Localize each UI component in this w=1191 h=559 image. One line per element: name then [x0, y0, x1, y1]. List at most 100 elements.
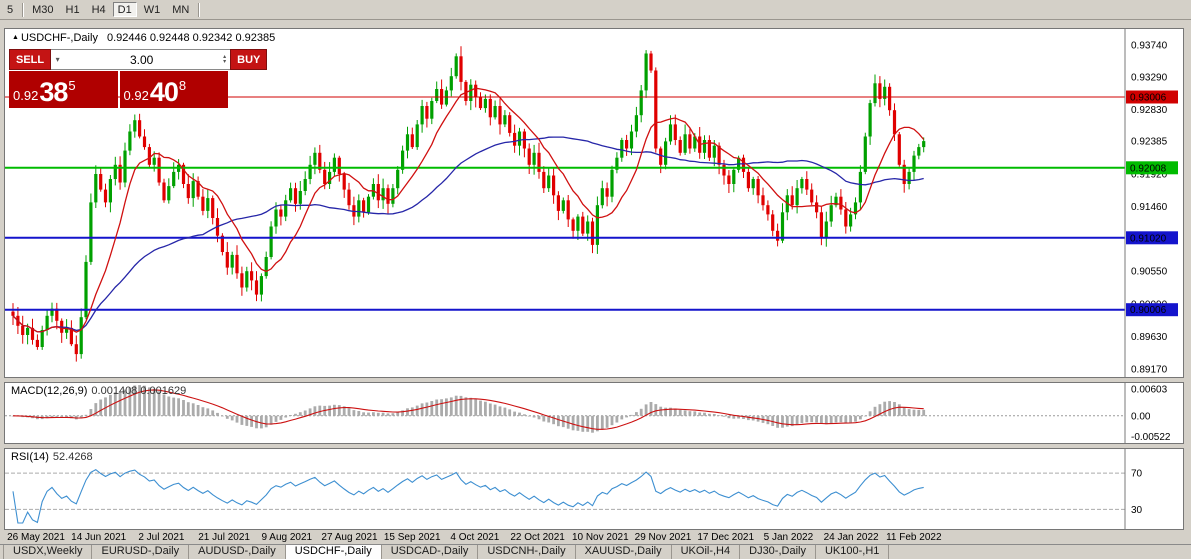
buy-button[interactable]: BUY	[230, 49, 268, 70]
date-label: 24 Jan 2022	[823, 532, 879, 543]
price-tag-0.91020	[1126, 231, 1178, 245]
buy-price-button[interactable]: 0.92 40 8	[119, 71, 228, 108]
price-chart[interactable]: 0.937400.932900.928300.923850.919200.914…	[5, 29, 1183, 377]
volume-field[interactable]: ▾ ▴▾	[51, 49, 231, 70]
date-label: 10 Nov 2021	[571, 532, 629, 543]
date-label: 29 Nov 2021	[634, 532, 692, 543]
svg-text:0.89170: 0.89170	[1131, 365, 1168, 376]
tab-usdx-weekly[interactable]: USDX,Weekly	[3, 545, 93, 559]
tab-dj30-daily[interactable]: DJ30-,Daily	[740, 545, 816, 559]
date-label: 14 Jun 2021	[71, 532, 127, 543]
macd-signal-line	[12, 389, 924, 430]
date-label: 17 Dec 2021	[697, 532, 755, 543]
macd-label: MACD(12,26,9) 0.001408 0.001629	[11, 385, 186, 397]
chart-ohlc-values: 0.92446 0.92448 0.92342 0.92385	[107, 32, 276, 44]
ma-fast-line	[12, 87, 925, 333]
rsi-chart[interactable]: 70 30	[5, 449, 1183, 529]
toolbar-separator	[198, 2, 200, 17]
rsi-level-lines	[5, 472, 1125, 510]
rsi-axis[interactable]: 70 30	[1131, 469, 1143, 516]
rsi-line	[12, 468, 924, 524]
macd-chart[interactable]: 0.00603 0.00 -0.00522	[5, 383, 1183, 443]
chart-header: ▲ USDCHF-,Daily 0.92446 0.92448 0.92342 0…	[12, 32, 275, 44]
macd-panel: 0.00603 0.00 -0.00522 MACD(12,26,9) 0.00140…	[4, 382, 1184, 444]
date-label: 11 Feb 2022	[886, 532, 942, 543]
volume-input[interactable]	[64, 52, 220, 67]
svg-text:70: 70	[1131, 469, 1143, 480]
ma-slow-line	[12, 136, 924, 333]
chart-stack: 0.93740 0.93290 0.92830 0.92385 0.91920 0.914…	[4, 28, 1184, 545]
date-label: 26 May 2021	[7, 532, 65, 543]
tab-xauusd-daily[interactable]: XAUUSD-,Daily	[576, 545, 672, 559]
period-button-w1[interactable]: W1	[139, 2, 166, 17]
macd-axis[interactable]: 0.00603 0.00 -0.00522	[1131, 385, 1171, 444]
svg-text:0.89630: 0.89630	[1131, 332, 1168, 343]
svg-text:0.92385: 0.92385	[1131, 137, 1168, 148]
date-label: 21 Jul 2021	[198, 532, 250, 543]
svg-text:0.00: 0.00	[1131, 411, 1151, 422]
svg-text:0.90006: 0.90006	[1130, 305, 1167, 316]
svg-text:0.91920: 0.91920	[1131, 170, 1168, 181]
chart-tab-bar: USDX,Weekly EURUSD-,Daily AUDUSD-,Daily …	[0, 544, 1191, 559]
period-button-5[interactable]: 5	[2, 2, 18, 17]
timeframe-toolbar: 5 M30 H1 H4 D1 W1 MN	[0, 0, 1191, 20]
period-button-mn[interactable]: MN	[167, 2, 194, 17]
macd-values: 0.001408 0.001629	[91, 385, 187, 397]
bid-pip-digit: 5	[68, 78, 76, 93]
macd-name: MACD(12,26,9)	[11, 385, 88, 397]
date-label: 2 Jul 2021	[138, 532, 185, 543]
sell-price-button[interactable]: 0.92 38 5	[9, 71, 118, 108]
ask-big-digits: 40	[149, 77, 179, 107]
period-button-d1[interactable]: D1	[112, 2, 137, 17]
svg-text:0.93290: 0.93290	[1131, 72, 1168, 83]
volume-up-icon[interactable]: ▴	[223, 53, 227, 60]
svg-text:0.92008: 0.92008	[1130, 163, 1167, 174]
rsi-panel: 70 30 RSI(14) 52.4268	[4, 448, 1184, 530]
price-axis[interactable]: 0.93740 0.93290 0.92830 0.92385 0.91920 0.914…	[1126, 41, 1178, 376]
sell-button[interactable]: SELL	[9, 49, 52, 70]
tab-usdcnh-daily[interactable]: USDCNH-,Daily	[478, 545, 576, 559]
svg-text:0.91020: 0.91020	[1130, 233, 1167, 244]
volume-dropdown-icon[interactable]: ▾	[55, 55, 60, 64]
tab-usdcad-daily[interactable]: USDCAD-,Daily	[382, 545, 479, 559]
tab-eurusd-daily[interactable]: EURUSD-,Daily	[92, 545, 190, 559]
horizontal-level-lines[interactable]	[5, 96, 1125, 311]
period-button-h4[interactable]: H4	[87, 2, 111, 17]
volume-spinner: ▴ ▾	[219, 53, 230, 65]
ask-prefix: 0.92	[123, 88, 149, 103]
svg-text:0.92830: 0.92830	[1131, 105, 1168, 116]
date-label: 27 Aug 2021	[321, 532, 378, 543]
chart-symbol-period: USDCHF-,Daily	[20, 32, 98, 44]
chart-icon: ▲	[12, 34, 19, 41]
toolbar-separator	[22, 2, 24, 17]
time-axis[interactable]: 26 May 2021 14 Jun 2021 2 Jul 2021 21 Ju…	[4, 531, 1184, 545]
date-label: 15 Sep 2021	[383, 532, 441, 543]
svg-text:-0.00522: -0.00522	[1131, 432, 1171, 443]
date-label: 22 Oct 2021	[510, 532, 565, 543]
rsi-name: RSI(14)	[11, 451, 49, 463]
price-tag-0.90006	[1126, 303, 1178, 317]
svg-text:0.91460: 0.91460	[1131, 202, 1168, 213]
tab-usdchf-daily[interactable]: USDCHF-,Daily	[285, 545, 382, 559]
date-label: 9 Aug 2021	[261, 532, 313, 543]
bid-big-digits: 38	[39, 77, 68, 107]
date-label: 4 Oct 2021	[450, 532, 500, 543]
svg-text:0.93740: 0.93740	[1131, 41, 1168, 52]
tab-uk100-h1[interactable]: UK100-,H1	[816, 545, 890, 559]
svg-text:0.90550: 0.90550	[1131, 267, 1168, 278]
bid-prefix: 0.92	[13, 88, 39, 103]
period-button-h1[interactable]: H1	[61, 2, 85, 17]
svg-text:0.00603: 0.00603	[1131, 385, 1168, 396]
period-button-m30[interactable]: M30	[27, 2, 58, 17]
price-tag-0.92008	[1126, 161, 1178, 175]
volume-down-icon[interactable]: ▾	[223, 58, 227, 65]
main-chart-panel: 0.93740 0.93290 0.92830 0.92385 0.91920 0.914…	[4, 28, 1184, 378]
svg-text:0.93006: 0.93006	[1130, 93, 1167, 104]
tab-ukoil-h4[interactable]: UKOil-,H4	[672, 545, 741, 559]
price-tag-0.93006	[1126, 90, 1178, 104]
rsi-label: RSI(14) 52.4268	[11, 451, 93, 463]
date-label: 5 Jan 2022	[763, 532, 814, 543]
tab-audusd-daily[interactable]: AUDUSD-,Daily	[189, 545, 286, 559]
